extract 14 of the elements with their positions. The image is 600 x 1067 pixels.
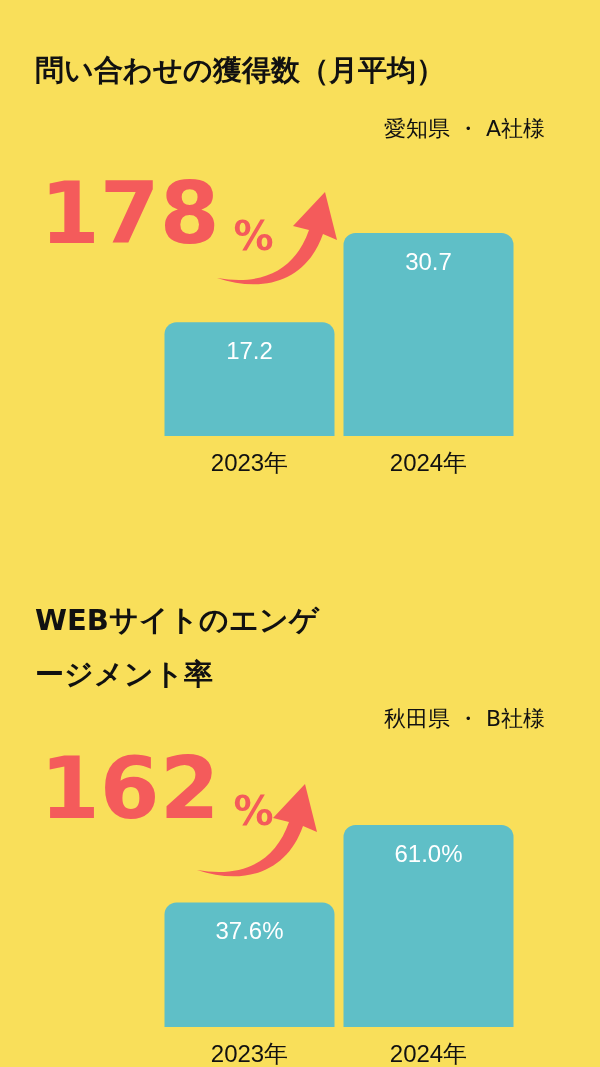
x-tick-label: 2023年 [210, 1039, 289, 1067]
data-label: 17.2 [226, 336, 273, 364]
annotation: 178% [40, 163, 274, 263]
data-label: 61.0% [394, 839, 463, 867]
x-tick-label: 2024年 [389, 1039, 468, 1067]
x-tick-label: 2024年 [389, 448, 468, 476]
x-tick-label: 2023年 [210, 448, 289, 476]
data-label: 30.7 [405, 247, 452, 275]
chart-title: WEBサイトのエンゲージメント率 [35, 603, 320, 691]
chart-subtitle: 愛知県 ・ A社様 [383, 115, 546, 141]
chart-subtitle: 秋田県 ・ B社様 [383, 705, 546, 731]
chart-title: 問い合わせの獲得数（月平均） [35, 53, 445, 87]
annotation: 162% [40, 738, 274, 838]
data-label: 37.6% [215, 916, 284, 944]
